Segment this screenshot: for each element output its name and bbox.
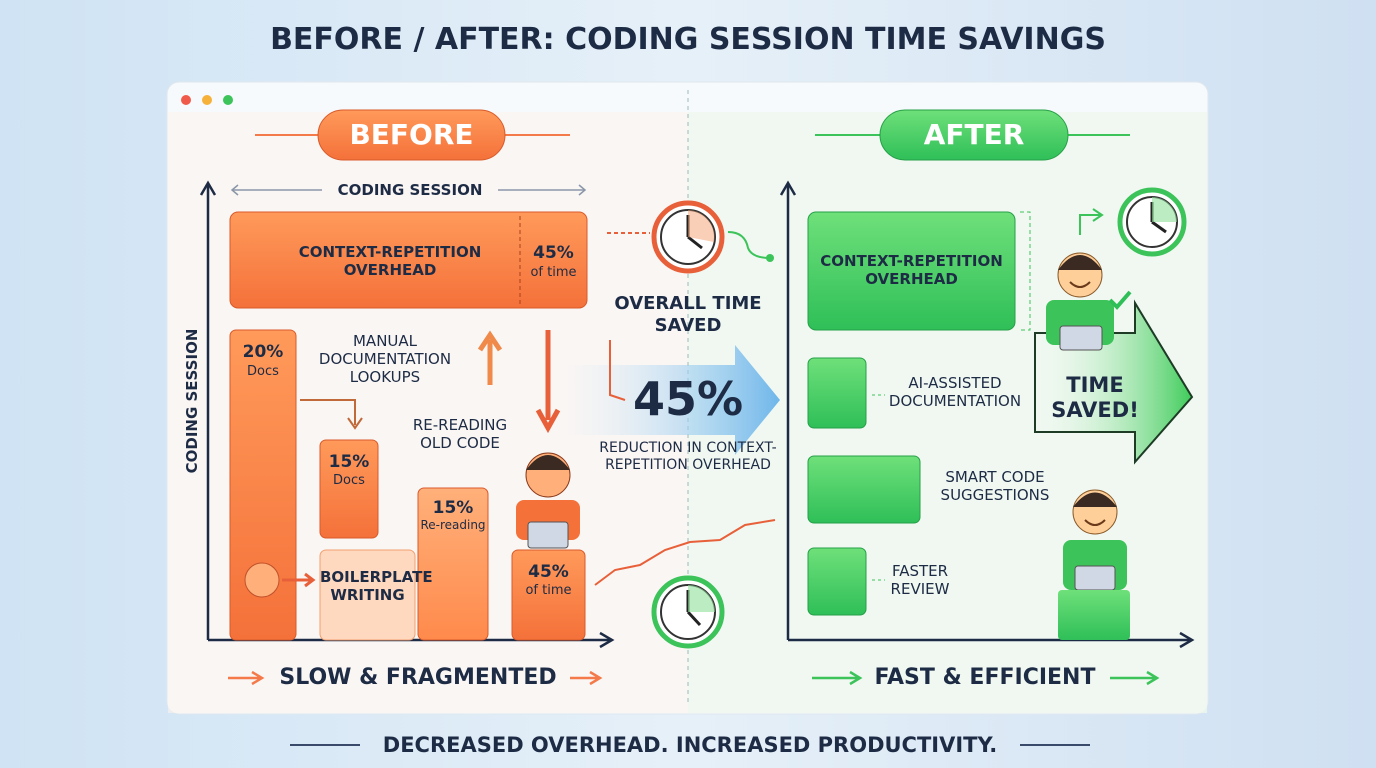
- session-label: CODING SESSION: [337, 181, 483, 199]
- after-caption: FAST & EFFICIENT: [874, 665, 1096, 690]
- before-caption: SLOW & FRAGMENTED: [279, 665, 557, 690]
- after-block: [807, 547, 867, 616]
- trend-line: [594, 519, 776, 586]
- connector: [282, 572, 316, 588]
- boilerplate-box: [319, 549, 416, 641]
- bar-label: of time: [525, 583, 572, 598]
- window-dot: [202, 95, 212, 105]
- laptop: [527, 521, 569, 549]
- session-arrows: [230, 184, 587, 196]
- up-arrow: [477, 330, 503, 385]
- note: BOILERPLATE WRITING: [320, 568, 433, 604]
- connector: [727, 231, 771, 259]
- connector: [872, 394, 885, 581]
- dot: [766, 254, 774, 262]
- bar: [229, 329, 297, 641]
- clock: [1117, 187, 1187, 257]
- window-dot: [181, 95, 191, 105]
- note: MANUAL DOCUMENTATION LOOKUPS: [318, 332, 452, 386]
- after-block-label: AI-ASSISTED DOCUMENTATION: [888, 374, 1022, 410]
- window-dot: [223, 95, 233, 105]
- bar-share: 20%: [242, 342, 284, 362]
- after-block: [807, 357, 867, 429]
- bar-share: 45%: [528, 562, 569, 582]
- hair: [526, 455, 570, 470]
- after-axes: [779, 180, 1195, 649]
- connector: [1079, 208, 1104, 235]
- clock: [651, 575, 725, 649]
- overhead-box: [229, 211, 588, 309]
- bracket: [1020, 211, 1031, 331]
- after-block-label: FASTER REVIEW: [890, 562, 950, 598]
- axis-label: CODING SESSION: [183, 328, 201, 474]
- after-badge-text: AFTER: [923, 118, 1025, 151]
- angry-icon: [244, 562, 280, 598]
- overhead-label: CONTEXT-REPETITION OVERHEAD: [298, 243, 482, 279]
- happy-dev: [1046, 252, 1132, 351]
- after-block: [807, 211, 1016, 331]
- after-block: [807, 455, 921, 524]
- happy-dev: [1058, 489, 1130, 640]
- clock: [651, 200, 725, 274]
- bar: [417, 487, 489, 641]
- bar-label: Re-reading: [420, 518, 486, 532]
- caption-arrows: [812, 670, 1160, 686]
- after-block-label: CONTEXT-REPETITION OVERHEAD: [820, 252, 1003, 288]
- center-heading: OVERALL TIME SAVED: [614, 293, 762, 336]
- center-value: 45%: [632, 372, 744, 426]
- arrow-text: TIME SAVED!: [1051, 373, 1139, 423]
- bar-label: Docs: [333, 473, 365, 488]
- overhead-share: 45%: [533, 243, 574, 263]
- caption-arrows: [228, 670, 603, 686]
- bar-label: Docs: [247, 364, 279, 379]
- overhead-note: of time: [530, 265, 577, 280]
- after-block-label: SMART CODE SUGGESTIONS: [940, 468, 1050, 504]
- footer: DECREASED OVERHEAD. INCREASED PRODUCTIVI…: [382, 733, 998, 757]
- bar: [511, 549, 586, 641]
- connector: [300, 399, 363, 430]
- title: BEFORE / AFTER: CODING SESSION TIME SAVI…: [270, 22, 1106, 57]
- note: RE-READING OLD CODE: [412, 416, 508, 452]
- down-arrow: [535, 330, 561, 434]
- connector: [609, 340, 626, 401]
- bar: [319, 439, 379, 539]
- center-description: REDUCTION IN CONTEXT-REPETITION OVERHEAD: [599, 440, 777, 473]
- bar-share: 15%: [432, 498, 474, 518]
- before-badge: [317, 109, 506, 161]
- center-arrow: [560, 345, 780, 455]
- before-badge-text: BEFORE: [349, 118, 474, 151]
- bar-share: 15%: [328, 452, 370, 472]
- after-badge: [879, 109, 1069, 161]
